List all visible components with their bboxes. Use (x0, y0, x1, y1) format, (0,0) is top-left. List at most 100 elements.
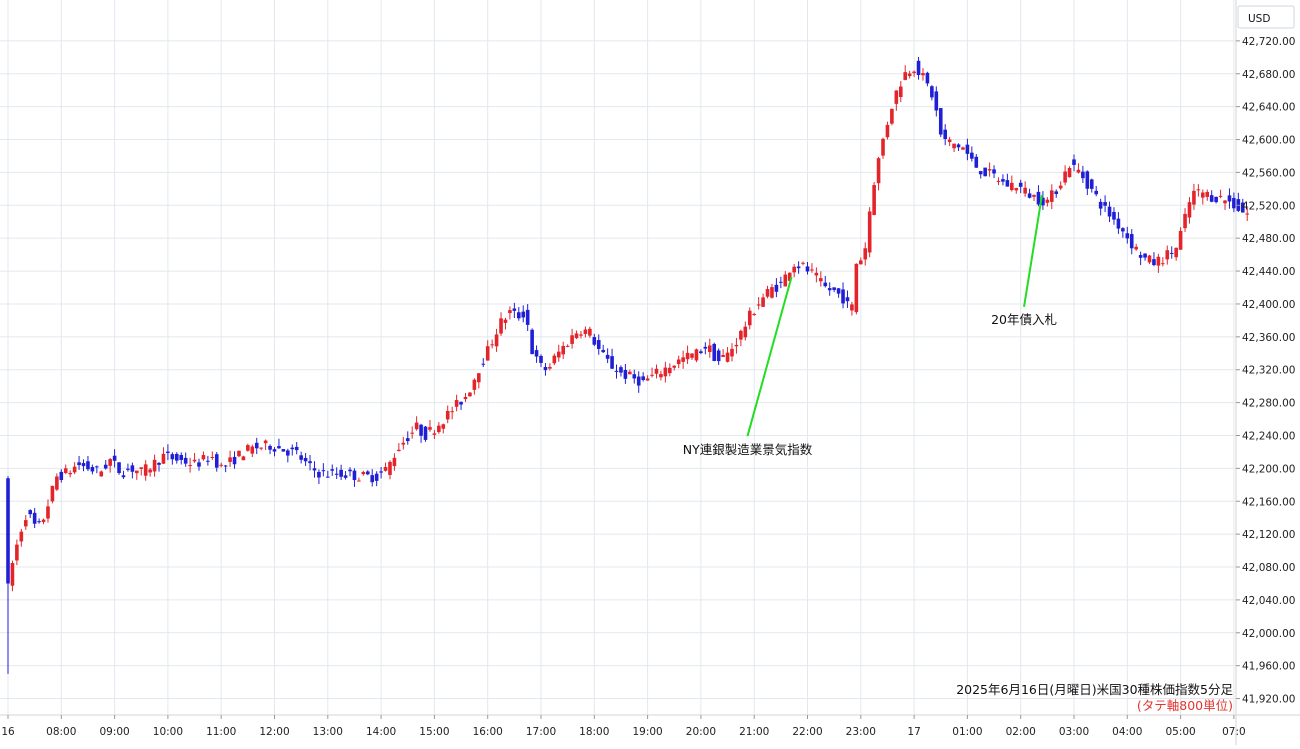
candle-body (596, 340, 601, 349)
candle-body (454, 400, 459, 407)
candle-body (730, 348, 734, 357)
candle-body (423, 426, 428, 440)
y-tick-label: 42,360.00 (1242, 332, 1295, 344)
candle-body (1098, 201, 1103, 209)
y-tick-label: 42,000.00 (1242, 628, 1295, 640)
candle-body (379, 471, 383, 473)
x-tick-label: 07:0 (1222, 726, 1246, 738)
candle-body (223, 465, 228, 467)
candle-body (326, 476, 330, 478)
x-tick-label: 11:00 (206, 726, 236, 738)
candle-body (983, 167, 987, 177)
candle-body (428, 427, 432, 430)
candle-body (294, 446, 299, 451)
candle-body (95, 466, 99, 468)
candle-body (1223, 200, 1227, 204)
candle-body (921, 73, 925, 76)
candle-body (1227, 195, 1232, 202)
candle-body (259, 447, 263, 449)
candle-body (1201, 192, 1205, 198)
candle-body (1156, 256, 1161, 266)
chart-caption: 2025年6月16日(月曜日)米国30種株価指数5分足 (956, 682, 1233, 697)
candle-body (774, 284, 779, 292)
y-tick-label: 42,680.00 (1242, 69, 1295, 81)
candle-body (6, 478, 10, 584)
candle-body (370, 475, 375, 483)
price-axis-ticks: 41,920.00 41,960.00 42,000.00 42,040.00 42,0… (1236, 36, 1295, 706)
candle-body (441, 424, 446, 429)
candle-body (1036, 191, 1041, 205)
candle-body (50, 485, 55, 502)
candle-body (810, 269, 814, 271)
candle-body (512, 308, 517, 311)
candle-body (734, 344, 739, 347)
candle-body (330, 469, 335, 471)
candle-body (77, 462, 81, 466)
candle-body (867, 211, 872, 253)
candle-body (246, 445, 250, 451)
candle-body (823, 282, 828, 287)
candle-body (890, 108, 894, 124)
candle-body (188, 465, 192, 467)
candle-body (214, 454, 219, 468)
candle-body (490, 344, 494, 346)
candle-body (450, 411, 454, 413)
candle-body (725, 352, 730, 362)
candle-body (752, 314, 756, 316)
candle-body (1027, 193, 1032, 198)
candle-body (281, 449, 286, 452)
candle-body (1116, 218, 1121, 229)
x-tick-label: 23:00 (846, 726, 876, 738)
candle-body (668, 367, 672, 374)
x-tick-label: 21:00 (739, 726, 769, 738)
candle-body (206, 460, 210, 462)
candle-body (250, 446, 255, 454)
candle-body (90, 467, 95, 472)
y-tick-label: 41,960.00 (1242, 661, 1295, 673)
candle-body (170, 454, 175, 460)
x-tick-label: 15:00 (419, 726, 449, 738)
candle-body (601, 349, 605, 353)
candle-body (1125, 233, 1130, 239)
candle-body (952, 143, 956, 149)
candle-body (59, 471, 64, 481)
candle-body (845, 297, 850, 302)
candle-body (623, 369, 628, 379)
candle-body (583, 329, 588, 335)
candle-body (783, 274, 788, 287)
candle-body (796, 266, 801, 269)
x-tick-label: 10:00 (153, 726, 183, 738)
candle-body (663, 367, 668, 377)
candle-body (130, 465, 135, 472)
candle-body (86, 461, 90, 470)
candle-body (912, 71, 916, 74)
candle-body (712, 343, 717, 361)
candle-body (721, 354, 725, 357)
candle-body (521, 311, 526, 318)
candle-body (614, 370, 619, 372)
candle-body (1134, 246, 1138, 250)
candle-body (645, 378, 650, 381)
candle-body (388, 461, 392, 475)
y-tick-label: 42,080.00 (1242, 562, 1295, 574)
candle-body (579, 334, 583, 336)
candle-body (707, 345, 712, 353)
candle-body (55, 476, 59, 490)
y-tick-label: 42,120.00 (1242, 529, 1295, 541)
currency-badge[interactable]: USD (1237, 5, 1295, 29)
candle-body (348, 469, 352, 472)
candle-body (792, 266, 796, 273)
candle-body (770, 287, 774, 298)
candle-body (863, 248, 868, 260)
x-tick-label: 13:00 (313, 726, 343, 738)
candle-body (539, 355, 543, 363)
candle-body (556, 351, 561, 358)
candle-body (690, 353, 694, 358)
currency-badge-box[interactable] (1237, 5, 1295, 29)
candle-body (312, 468, 317, 471)
candle-body (978, 171, 983, 175)
candle-body (472, 379, 477, 390)
candle-body (1165, 250, 1170, 260)
candle-body (650, 374, 654, 376)
candle-body (943, 129, 947, 139)
